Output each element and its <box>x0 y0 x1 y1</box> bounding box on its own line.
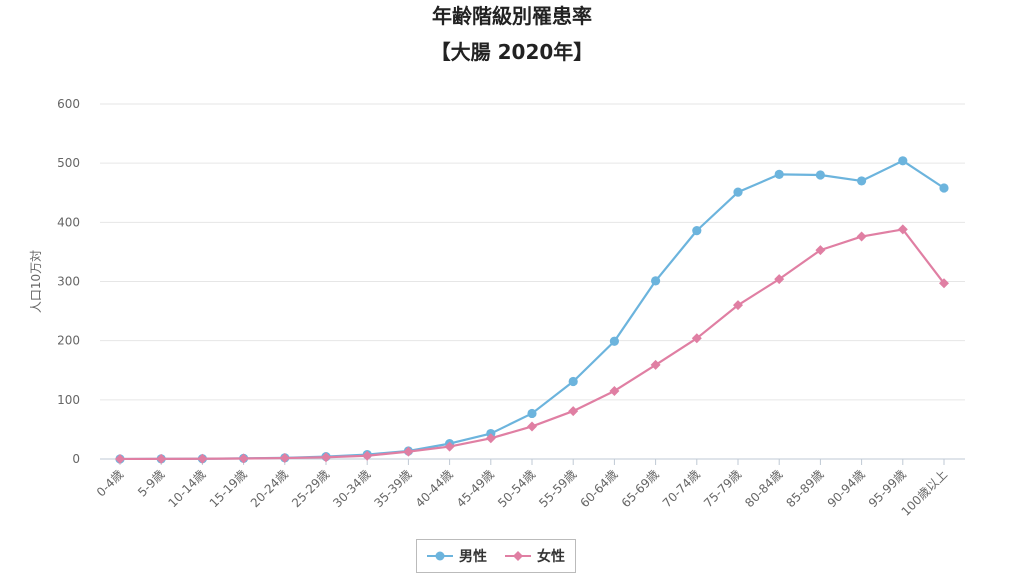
x-tick-label: 45-49歳 <box>454 467 497 510</box>
x-tick-label: 20-24歳 <box>248 467 291 510</box>
data-point-male <box>898 156 908 166</box>
y-tick-label: 200 <box>57 334 80 348</box>
data-point-female <box>238 453 249 464</box>
data-point-female <box>444 441 455 452</box>
y-tick-label: 0 <box>72 452 80 466</box>
x-tick-label: 10-14歳 <box>165 467 208 510</box>
data-point-male <box>651 276 661 286</box>
x-tick-label: 70-74歳 <box>660 467 703 510</box>
x-tick-label: 85-89歳 <box>783 467 826 510</box>
legend-label-male: 男性 <box>459 549 487 565</box>
data-point-female <box>939 278 949 289</box>
data-point-male <box>609 336 620 346</box>
x-tick-label: 40-44歳 <box>413 467 456 510</box>
data-point-female <box>733 300 743 311</box>
x-tick-label: 50-54歳 <box>495 467 538 510</box>
data-point-female <box>403 446 414 457</box>
y-tick-label: 100 <box>57 393 80 407</box>
data-point-male <box>568 376 578 387</box>
data-point-male <box>527 408 537 419</box>
y-tick-label: 400 <box>57 215 80 229</box>
x-tick-label: 55-59歳 <box>536 467 579 510</box>
data-point-female <box>156 453 167 464</box>
data-point-female <box>815 245 826 256</box>
data-point-female <box>774 274 785 285</box>
legend-item-female[interactable]: 女性 <box>505 546 565 566</box>
diamond-marker-icon <box>505 551 531 561</box>
x-tick-label: 0-4歳 <box>94 467 126 499</box>
x-tick-label: 60-64歳 <box>577 467 620 510</box>
data-point-female <box>856 231 867 242</box>
x-tick-label: 25-29歳 <box>289 467 332 510</box>
y-tick-label: 600 <box>57 97 80 111</box>
y-tick-label: 300 <box>57 275 80 289</box>
data-point-male <box>774 169 784 180</box>
legend-label-female: 女性 <box>537 549 565 565</box>
data-point-female <box>115 453 125 464</box>
series <box>115 156 949 464</box>
gridlines <box>100 103 965 460</box>
data-point-female <box>527 421 537 432</box>
chart-title: 年齢階級別罹患率 <box>432 4 592 28</box>
data-point-female <box>197 453 208 464</box>
data-point-male <box>733 187 743 197</box>
x-tick-label: 35-39歳 <box>371 467 414 510</box>
data-point-female <box>691 333 702 344</box>
data-point-female <box>568 406 579 417</box>
data-point-female <box>279 453 290 464</box>
x-tick-label: 65-69歳 <box>619 467 662 510</box>
chart-subtitle: 【大腸 2020年】 <box>430 40 594 64</box>
data-point-female <box>650 359 661 370</box>
x-tick-label: 80-84歳 <box>742 467 785 510</box>
data-point-female <box>609 385 620 396</box>
x-tick-label: 90-94歳 <box>825 467 868 510</box>
x-tick-label: 30-34歳 <box>330 467 373 510</box>
y-tick-label: 500 <box>57 156 80 170</box>
legend: 男性 女性 <box>416 539 576 573</box>
data-point-female <box>485 433 496 444</box>
data-point-female <box>362 450 373 461</box>
circle-marker-icon <box>427 551 453 561</box>
data-point-male <box>692 226 702 236</box>
y-axis-label: 人口10万対 <box>29 250 43 313</box>
x-tick-label: 5-9歳 <box>135 467 167 499</box>
x-tick-label: 75-79歳 <box>701 467 744 510</box>
data-point-male <box>857 176 867 186</box>
x-tick-label: 15-19歳 <box>207 467 250 510</box>
data-point-male <box>815 170 826 180</box>
data-point-female <box>897 224 908 235</box>
data-point-female <box>321 452 331 463</box>
data-point-male <box>939 183 949 193</box>
legend-item-male[interactable]: 男性 <box>427 546 487 566</box>
